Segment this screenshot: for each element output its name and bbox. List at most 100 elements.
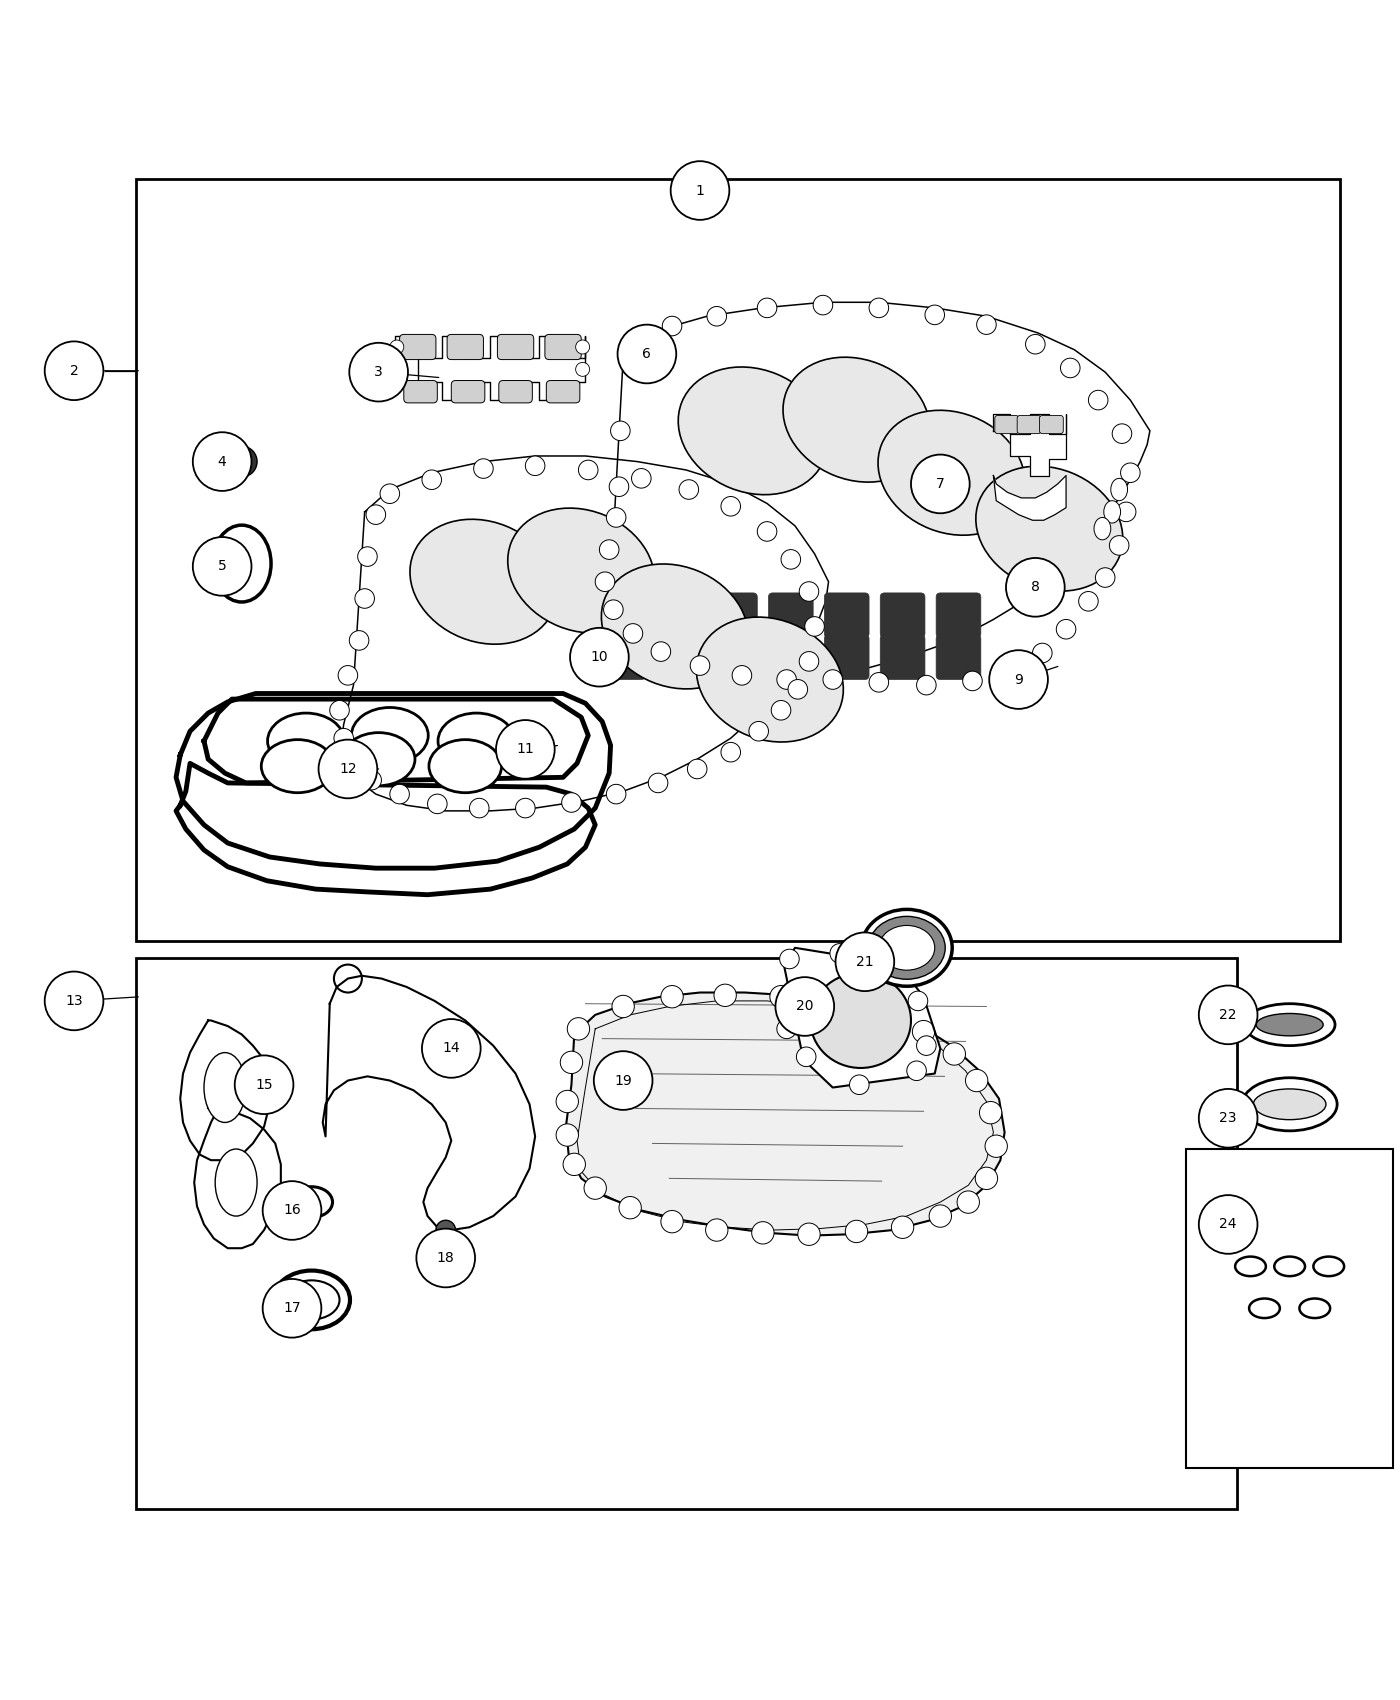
Circle shape — [980, 1102, 1002, 1124]
FancyBboxPatch shape — [937, 593, 981, 638]
Ellipse shape — [1242, 1078, 1337, 1130]
Circle shape — [797, 1047, 816, 1066]
Ellipse shape — [204, 1052, 246, 1122]
Circle shape — [560, 1051, 582, 1074]
Circle shape — [883, 957, 903, 977]
Circle shape — [421, 1018, 480, 1078]
Circle shape — [822, 993, 844, 1015]
FancyBboxPatch shape — [546, 381, 580, 403]
Circle shape — [612, 994, 634, 1018]
Circle shape — [1095, 568, 1114, 586]
Text: 19: 19 — [615, 1073, 631, 1088]
Ellipse shape — [1245, 1003, 1336, 1046]
Ellipse shape — [267, 712, 344, 768]
Circle shape — [823, 670, 843, 689]
Circle shape — [930, 1205, 952, 1227]
Circle shape — [781, 549, 801, 570]
Ellipse shape — [410, 518, 557, 644]
Circle shape — [594, 1051, 652, 1110]
Circle shape — [619, 1197, 641, 1219]
Circle shape — [379, 484, 399, 503]
Circle shape — [389, 340, 403, 354]
Circle shape — [193, 432, 252, 491]
Circle shape — [966, 1069, 988, 1091]
FancyBboxPatch shape — [937, 634, 981, 680]
Circle shape — [603, 600, 623, 619]
Circle shape — [1088, 391, 1107, 410]
Ellipse shape — [1103, 502, 1120, 524]
Text: 6: 6 — [643, 347, 651, 360]
Circle shape — [599, 541, 619, 559]
Circle shape — [721, 743, 741, 762]
Circle shape — [651, 643, 671, 661]
Circle shape — [687, 760, 707, 779]
Circle shape — [575, 362, 589, 376]
Polygon shape — [566, 993, 1005, 1236]
Ellipse shape — [976, 466, 1123, 592]
Circle shape — [617, 325, 676, 382]
Circle shape — [634, 354, 654, 374]
Bar — [1186, 1149, 1393, 1467]
Circle shape — [1026, 335, 1046, 354]
Circle shape — [1007, 558, 1064, 617]
Ellipse shape — [602, 564, 749, 688]
Text: 11: 11 — [517, 743, 535, 756]
Circle shape — [836, 932, 895, 991]
Circle shape — [976, 1168, 998, 1190]
Circle shape — [227, 445, 258, 478]
Text: 8: 8 — [1030, 580, 1040, 595]
Circle shape — [584, 1176, 606, 1198]
Circle shape — [911, 454, 970, 513]
Circle shape — [595, 571, 615, 592]
Circle shape — [563, 1153, 585, 1176]
FancyBboxPatch shape — [881, 593, 925, 638]
Ellipse shape — [868, 916, 945, 979]
FancyBboxPatch shape — [399, 335, 435, 360]
Circle shape — [556, 1124, 578, 1146]
Circle shape — [776, 977, 834, 1035]
Circle shape — [609, 478, 629, 496]
Circle shape — [907, 1061, 927, 1081]
Polygon shape — [340, 456, 829, 811]
Circle shape — [913, 1020, 935, 1042]
Text: 22: 22 — [1219, 1008, 1238, 1022]
Circle shape — [1109, 536, 1128, 556]
Circle shape — [330, 700, 349, 721]
Ellipse shape — [262, 740, 335, 792]
Circle shape — [662, 316, 682, 337]
Circle shape — [319, 740, 377, 799]
Circle shape — [435, 1221, 455, 1239]
FancyBboxPatch shape — [545, 335, 581, 360]
Circle shape — [389, 362, 403, 376]
Ellipse shape — [861, 910, 952, 986]
Polygon shape — [176, 763, 595, 894]
Circle shape — [575, 340, 589, 354]
Circle shape — [357, 547, 377, 566]
Circle shape — [515, 799, 535, 818]
FancyBboxPatch shape — [601, 634, 645, 680]
Circle shape — [986, 1136, 1008, 1158]
Circle shape — [561, 792, 581, 813]
Ellipse shape — [696, 617, 843, 741]
Text: 4: 4 — [218, 454, 227, 469]
Circle shape — [944, 1042, 966, 1066]
Circle shape — [354, 588, 374, 609]
Circle shape — [805, 617, 825, 636]
FancyBboxPatch shape — [825, 634, 869, 680]
Text: 18: 18 — [437, 1251, 455, 1265]
Circle shape — [757, 522, 777, 541]
Ellipse shape — [878, 410, 1025, 536]
Polygon shape — [176, 694, 610, 869]
Polygon shape — [395, 337, 585, 400]
Circle shape — [1078, 592, 1098, 610]
Circle shape — [1056, 619, 1075, 639]
Circle shape — [909, 991, 928, 1011]
Text: 1: 1 — [696, 184, 704, 197]
Circle shape — [447, 1239, 472, 1265]
Text: 20: 20 — [797, 1000, 813, 1013]
FancyBboxPatch shape — [769, 593, 813, 638]
FancyBboxPatch shape — [498, 381, 532, 403]
Circle shape — [799, 581, 819, 602]
Circle shape — [679, 479, 699, 500]
Circle shape — [925, 304, 945, 325]
